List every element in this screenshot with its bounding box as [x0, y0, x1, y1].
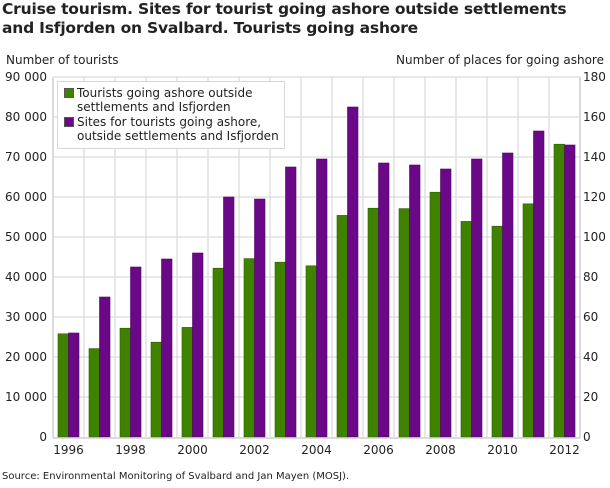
bar-sites-1997 [99, 296, 111, 438]
chart-title: Cruise tourism. Sites for tourist going … [2, 0, 567, 37]
bar-tourists-2001 [212, 267, 224, 438]
x-tick-label: 2004 [301, 443, 332, 457]
left-tick-label: 50 000 [5, 230, 47, 244]
legend-text-line: Tourists going ashore outside [77, 86, 253, 100]
left-tick-label: 30 000 [5, 310, 47, 324]
bar-tourists-2011 [522, 203, 534, 438]
bar-tourists-2006 [367, 207, 379, 438]
bar-sites-1999 [161, 258, 173, 438]
legend-swatch-purple [64, 117, 74, 127]
legend-text-line: Sites for tourists going ashore, [77, 115, 262, 129]
bar-sites-2000 [192, 252, 204, 438]
bar-sites-2009 [471, 158, 483, 438]
bar-tourists-2007 [398, 208, 410, 438]
right-tick-label: 80 [583, 270, 598, 284]
x-tick-label: 2012 [549, 443, 580, 457]
left-tick-label: 70 000 [5, 150, 47, 164]
bar-tourists-1999 [150, 341, 162, 438]
bar-sites-2002 [254, 198, 266, 438]
bar-sites-2008 [440, 168, 452, 438]
bar-sites-2006 [378, 162, 390, 438]
left-tick-label: 0 [39, 430, 47, 444]
bar-sites-2005 [347, 106, 359, 438]
bar-sites-2007 [409, 164, 421, 438]
legend-label-tourists: Tourists going ashore outside settlement… [77, 86, 253, 114]
x-axis-ticks: 1996 1998 2000 2002 2004 2006 2008 2010 2012 [53, 443, 580, 457]
legend-swatch-green [64, 88, 74, 98]
bar-tourists-2002 [243, 258, 255, 438]
bar-sites-2012 [564, 144, 576, 438]
left-tick-label: 20 000 [5, 350, 47, 364]
bar-tourists-2009 [460, 221, 472, 438]
legend-item-sites: Sites for tourists going ashore, outside… [64, 115, 280, 143]
x-tick-label: 1998 [115, 443, 146, 457]
bar-tourists-2012 [553, 143, 565, 438]
bar-sites-2010 [502, 152, 514, 438]
bar-sites-2004 [316, 158, 328, 438]
bar-sites-2011 [533, 130, 545, 438]
bar-tourists-1997 [88, 348, 100, 438]
axes [52, 77, 581, 439]
bar-sites-2003 [285, 166, 297, 438]
bar-sites-1998 [130, 266, 142, 438]
left-tick-label: 90 000 [5, 70, 47, 84]
right-tick-label: 120 [583, 190, 606, 204]
bar-tourists-2008 [429, 191, 441, 438]
x-tick-label: 2006 [363, 443, 394, 457]
bar-tourists-2003 [274, 261, 286, 438]
right-tick-label: 180 [583, 70, 606, 84]
right-tick-label: 60 [583, 310, 598, 324]
bar-tourists-2000 [181, 327, 193, 438]
right-tick-label: 140 [583, 150, 606, 164]
right-tick-label: 20 [583, 390, 598, 404]
bar-tourists-2005 [336, 215, 348, 438]
bar-sites-1996 [68, 332, 80, 438]
legend-item-tourists: Tourists going ashore outside settlement… [64, 86, 280, 114]
left-axis-ticks: 0 10 000 20 000 30 000 40 000 50 000 60 000 70 … [5, 70, 47, 444]
legend: Tourists going ashore outside settlement… [57, 81, 285, 149]
right-axis-ticks: 0 20 40 60 80 100 120 140 160 180 [583, 70, 606, 444]
bar-tourists-2010 [491, 225, 503, 438]
legend-text-line: settlements and Isfjorden [77, 100, 231, 114]
bar-tourists-2004 [305, 265, 317, 438]
bar-sites-2001 [223, 196, 235, 438]
legend-text-line: outside settlements and Isfjorden [77, 129, 279, 143]
right-tick-label: 40 [583, 350, 598, 364]
right-tick-label: 160 [583, 110, 606, 124]
left-tick-label: 60 000 [5, 190, 47, 204]
left-tick-label: 10 000 [5, 390, 47, 404]
right-tick-label: 100 [583, 230, 606, 244]
x-tick-label: 2008 [425, 443, 456, 457]
x-tick-label: 1996 [53, 443, 84, 457]
bars [57, 106, 576, 438]
bar-tourists-1996 [57, 333, 69, 438]
legend-label-sites: Sites for tourists going ashore, outside… [77, 115, 279, 143]
right-axis-label: Number of places for going ashore [395, 53, 604, 67]
x-tick-label: 2000 [177, 443, 208, 457]
right-tick-label: 0 [583, 430, 591, 444]
left-axis-label: Number of tourists [6, 53, 119, 67]
source-note: Source: Environmental Monitoring of Sval… [2, 471, 350, 482]
left-tick-label: 40 000 [5, 270, 47, 284]
x-tick-label: 2002 [239, 443, 270, 457]
x-tick-label: 2010 [487, 443, 518, 457]
bar-tourists-1998 [119, 327, 131, 438]
left-tick-label: 80 000 [5, 110, 47, 124]
